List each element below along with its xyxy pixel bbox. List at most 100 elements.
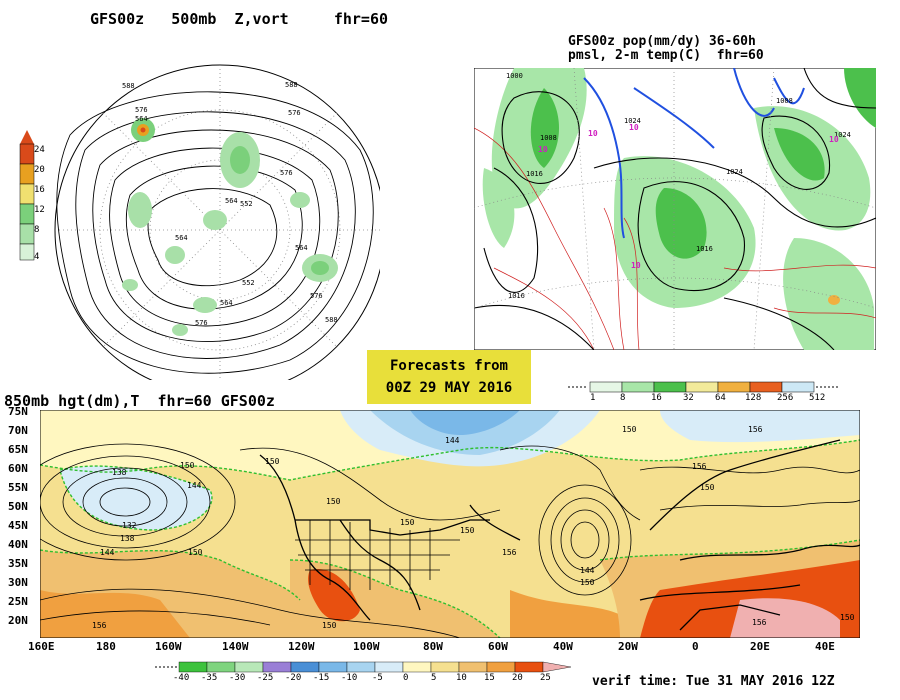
contour-label: 588 <box>122 82 135 90</box>
colorbar-label: 24 <box>34 145 45 155</box>
contour-label: 576 <box>195 319 208 327</box>
contour-label: 150 <box>265 457 280 466</box>
lat-label: 45N <box>8 519 28 532</box>
colorbar-label: 16 <box>34 185 45 195</box>
contour-label: 156 <box>748 425 763 434</box>
lon-label: 0 <box>692 640 699 653</box>
panel-500mb-title: GFS00z 500mb Z,vort fhr=60 <box>90 10 389 28</box>
forecast-init-line1: Forecasts from <box>389 358 508 374</box>
colorbar-label: -5 <box>372 673 383 683</box>
temperature-colorbar <box>155 661 572 673</box>
isobar-label: 1016 <box>508 292 525 300</box>
lat-label: 25N <box>8 595 28 608</box>
isobar-label: 1024 <box>834 131 851 139</box>
contour-label: 144 <box>100 548 115 557</box>
precip-pmsl-map: 1000 1008 1016 1024 1024 1008 1016 1024 … <box>474 68 876 350</box>
panel-pop-title-line2: pmsl, 2-m temp(C) fhr=60 <box>568 48 764 63</box>
contour-label: 564 <box>175 234 188 242</box>
contour-label: 552 <box>242 279 255 287</box>
temp-label: 10 <box>829 135 839 144</box>
colorbar-label: 20 <box>34 165 45 175</box>
contour-label: 144 <box>445 436 460 445</box>
colorbar-label: 0 <box>403 673 409 683</box>
lon-label: 60W <box>488 640 508 653</box>
contour-label: 138 <box>120 534 135 543</box>
contour-label: 564 <box>225 197 238 205</box>
contour-label: 150 <box>326 497 341 506</box>
lat-label: 70N <box>8 424 28 437</box>
lat-label: 20N <box>8 614 28 627</box>
isobar-label: 1024 <box>624 117 641 125</box>
lon-label: 40W <box>553 640 573 653</box>
contour-label: 564 <box>220 299 233 307</box>
contour-label: 156 <box>692 462 707 471</box>
colorbar-label: 128 <box>745 393 762 403</box>
verif-time: verif time: Tue 31 MAY 2016 12Z <box>592 674 835 689</box>
contour-label: 138 <box>112 468 127 477</box>
contour-label: 588 <box>325 316 338 324</box>
colorbar-label: -30 <box>229 673 246 683</box>
contour-label: 552 <box>240 200 253 208</box>
contour-label: 576 <box>288 109 301 117</box>
colorbar-label: 4 <box>34 252 40 262</box>
lat-label: 75N <box>8 405 28 418</box>
lat-label: 30N <box>8 576 28 589</box>
colorbar-label: -10 <box>341 673 358 683</box>
contour-label: 144 <box>580 566 595 575</box>
colorbar-label: -35 <box>201 673 218 683</box>
precip-colorbar <box>568 381 838 393</box>
contour-label: 156 <box>92 621 107 630</box>
lat-label: 35N <box>8 557 28 570</box>
colorbar-label: 256 <box>777 393 794 403</box>
colorbar-label: 8 <box>34 225 40 235</box>
lat-label: 50N <box>8 500 28 513</box>
forecast-init-line2: 00Z 29 MAY 2016 <box>385 380 513 396</box>
temp-label: 10 <box>631 261 641 270</box>
lon-label: 160E <box>28 640 55 653</box>
contour-label: 576 <box>135 106 148 114</box>
lon-label: 180 <box>96 640 116 653</box>
contour-label: 156 <box>502 548 517 557</box>
temp-label: 10 <box>629 123 639 132</box>
isobar-label: 1016 <box>526 170 543 178</box>
contour-label: 588 <box>285 81 298 89</box>
contour-label: 564 <box>295 244 308 252</box>
lon-label: 40E <box>815 640 835 653</box>
isobar-label: 1008 <box>776 97 793 105</box>
contour-label: 150 <box>580 578 595 587</box>
colorbar-label: 15 <box>484 673 495 683</box>
temp-label: 10 <box>538 145 548 154</box>
contour-label: 564 <box>135 115 148 123</box>
contour-label: 132 <box>122 521 137 530</box>
lat-label: 40N <box>8 538 28 551</box>
contour-label: 576 <box>280 169 293 177</box>
colorbar-label: 16 <box>651 393 662 403</box>
colorbar-label: 5 <box>431 673 437 683</box>
isobar-label: 1000 <box>506 72 523 80</box>
lat-label: 65N <box>8 443 28 456</box>
colorbar-label: 32 <box>683 393 694 403</box>
colorbar-label: 512 <box>809 393 826 403</box>
lon-label: 160W <box>155 640 182 653</box>
lat-label: 55N <box>8 481 28 494</box>
lon-label: 140W <box>222 640 249 653</box>
contour-label: 150 <box>622 425 637 434</box>
lon-label: 120W <box>288 640 315 653</box>
isobar-label: 1016 <box>696 245 713 253</box>
lon-label: 100W <box>353 640 380 653</box>
vorticity-shading <box>122 118 338 336</box>
lon-label: 80W <box>423 640 443 653</box>
colorbar-label: 8 <box>620 393 626 403</box>
polar-500mb-map: 588 576 564 588 576 576 564 552 564 552 … <box>54 64 380 380</box>
colorbar-label: 1 <box>590 393 596 403</box>
colorbar-label: 12 <box>34 205 45 215</box>
colorbar-label: -40 <box>173 673 190 683</box>
temp-label: 10 <box>588 129 598 138</box>
panel-850mb-title: 850mb hgt(dm),T fhr=60 GFS00z <box>4 392 275 410</box>
forecast-init-box: Forecasts from 00Z 29 MAY 2016 <box>367 350 531 404</box>
colorbar-label: 10 <box>456 673 467 683</box>
colorbar-label: 64 <box>715 393 726 403</box>
contour-label: 576 <box>310 292 323 300</box>
contour-label: 150 <box>700 483 715 492</box>
colorbar-label: -15 <box>313 673 330 683</box>
